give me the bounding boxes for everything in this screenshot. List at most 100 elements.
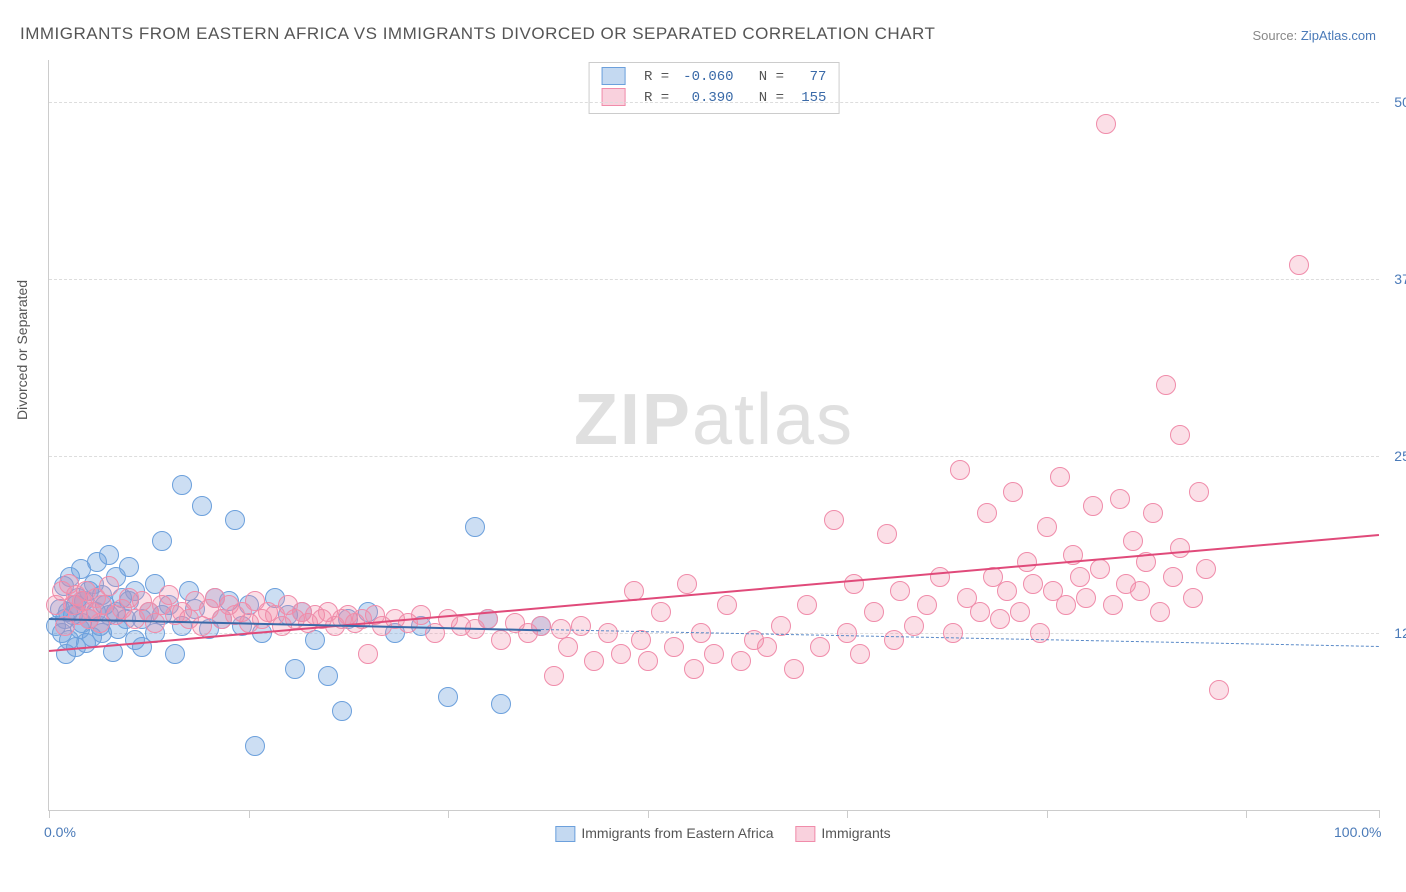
gridline — [49, 102, 1379, 103]
source-attribution: Source: ZipAtlas.com — [1252, 28, 1376, 43]
data-point — [1130, 581, 1150, 601]
y-tick-label: 37.5% — [1394, 271, 1406, 287]
data-point — [677, 574, 697, 594]
watermark-light: atlas — [692, 380, 854, 460]
data-point — [245, 736, 265, 756]
plot-area: ZIPatlas R = -0.060 N = 77 R = 0.390 N =… — [48, 60, 1379, 811]
data-point — [1010, 602, 1030, 622]
data-point — [411, 605, 431, 625]
data-point — [631, 630, 651, 650]
data-point — [1050, 467, 1070, 487]
data-point — [332, 701, 352, 721]
y-tick-label: 12.5% — [1394, 625, 1406, 641]
gridline — [49, 456, 1379, 457]
data-point — [1196, 559, 1216, 579]
data-point — [172, 475, 192, 495]
data-point — [844, 574, 864, 594]
data-point — [119, 557, 139, 577]
data-point — [1110, 489, 1130, 509]
data-point — [664, 637, 684, 657]
data-point — [1150, 602, 1170, 622]
data-point — [1037, 517, 1057, 537]
data-point — [1163, 567, 1183, 587]
data-point — [1209, 680, 1229, 700]
legend-swatch-blue — [602, 67, 626, 85]
legend-n-value-1: 77 — [792, 67, 826, 88]
data-point — [285, 659, 305, 679]
data-point — [1076, 588, 1096, 608]
source-link[interactable]: ZipAtlas.com — [1301, 28, 1376, 43]
data-point — [544, 666, 564, 686]
data-point — [824, 510, 844, 530]
x-tick — [1246, 810, 1247, 818]
data-point — [943, 623, 963, 643]
data-point — [99, 545, 119, 565]
x-tick — [249, 810, 250, 818]
data-point — [977, 503, 997, 523]
data-point — [1170, 425, 1190, 445]
data-point — [904, 616, 924, 636]
data-point — [531, 616, 551, 636]
data-point — [1123, 531, 1143, 551]
data-point — [917, 595, 937, 615]
data-point — [584, 651, 604, 671]
data-point — [1170, 538, 1190, 558]
data-point — [877, 524, 897, 544]
series-swatch-pink — [795, 826, 815, 842]
data-point — [884, 630, 904, 650]
watermark: ZIPatlas — [574, 379, 854, 461]
data-point — [717, 595, 737, 615]
data-point — [810, 637, 830, 657]
data-point — [1003, 482, 1023, 502]
data-point — [890, 581, 910, 601]
y-tick-label: 50.0% — [1394, 94, 1406, 110]
data-point — [491, 694, 511, 714]
legend-swatch-pink — [602, 88, 626, 106]
data-point — [318, 666, 338, 686]
legend-n-value-2: 155 — [792, 88, 826, 109]
data-point — [1143, 503, 1163, 523]
data-point — [638, 651, 658, 671]
data-point — [225, 510, 245, 530]
data-point — [99, 576, 119, 596]
data-point — [1103, 595, 1123, 615]
data-point — [850, 644, 870, 664]
series-legend: Immigrants from Eastern Africa Immigrant… — [537, 825, 890, 842]
legend-row-1: R = -0.060 N = 77 — [602, 67, 827, 88]
data-point — [684, 659, 704, 679]
data-point — [598, 623, 618, 643]
data-point — [837, 623, 857, 643]
data-point — [930, 567, 950, 587]
x-tick — [847, 810, 848, 818]
data-point — [491, 630, 511, 650]
x-tick — [1379, 810, 1380, 818]
data-point — [1289, 255, 1309, 275]
data-point — [1070, 567, 1090, 587]
data-point — [997, 581, 1017, 601]
data-point — [165, 644, 185, 664]
data-point — [1096, 114, 1116, 134]
data-point — [990, 609, 1010, 629]
data-point — [192, 496, 212, 516]
data-point — [611, 644, 631, 664]
data-point — [571, 616, 591, 636]
data-point — [651, 602, 671, 622]
legend-r-label-2: R = — [644, 90, 678, 106]
series-label-1: Immigrants from Eastern Africa — [581, 825, 773, 841]
data-point — [1083, 496, 1103, 516]
data-point — [704, 644, 724, 664]
data-point — [757, 637, 777, 657]
x-tick — [448, 810, 449, 818]
x-tick-label: 0.0% — [44, 824, 76, 840]
data-point — [731, 651, 751, 671]
series-label-2: Immigrants — [821, 825, 890, 841]
correlation-legend: R = -0.060 N = 77 R = 0.390 N = 155 — [589, 62, 840, 114]
data-point — [558, 637, 578, 657]
legend-n-label-2: N = — [742, 90, 792, 106]
y-tick-label: 25.0% — [1394, 448, 1406, 464]
data-point — [1023, 574, 1043, 594]
y-axis-label: Divorced or Separated — [14, 280, 30, 420]
data-point — [438, 687, 458, 707]
data-point — [152, 531, 172, 551]
data-point — [1183, 588, 1203, 608]
